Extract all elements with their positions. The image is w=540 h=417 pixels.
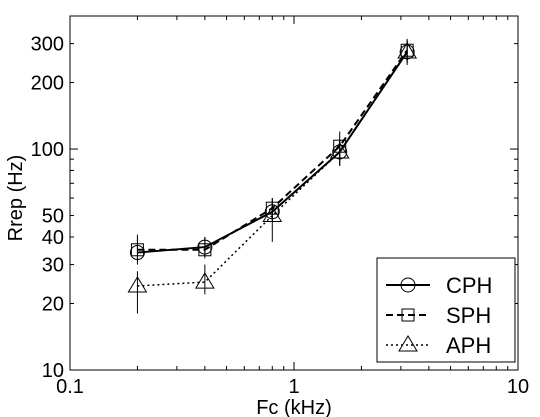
data-point	[264, 204, 280, 220]
data-point	[332, 144, 348, 160]
series-cph	[129, 40, 415, 265]
x-tick-label: 1	[288, 376, 299, 398]
axis-ticks	[69, 15, 518, 371]
x-axis-label: Fc (kHz)	[256, 397, 332, 417]
y-tick-label: 200	[31, 73, 64, 95]
series-line	[137, 51, 408, 254]
y-tick-label: 50	[42, 206, 64, 228]
y-tick-label: 40	[42, 227, 64, 249]
legend-marker	[398, 335, 418, 352]
legend-label: SPH	[446, 303, 491, 328]
data-series	[127, 38, 418, 314]
y-axis-label: Rrep (Hz)	[5, 155, 27, 242]
data-point	[129, 245, 145, 261]
legend-label: APH	[446, 333, 491, 358]
y-tick-label: 300	[31, 34, 64, 56]
x-tick-label: 0.1	[56, 376, 84, 398]
series-line	[137, 51, 408, 287]
data-point	[197, 239, 213, 255]
y-tick-label: 20	[42, 293, 64, 315]
x-tick-label: 10	[507, 376, 529, 398]
legend-marker	[401, 308, 415, 322]
legend-box	[376, 257, 516, 363]
y-tick-label: 10	[42, 360, 64, 382]
legend-marker	[400, 277, 416, 293]
y-tick-label: 30	[42, 255, 64, 277]
legend-label: CPH	[446, 273, 492, 298]
legend: CPH SPH APH	[376, 257, 516, 363]
data-point	[194, 272, 215, 289]
y-tick-label: 100	[31, 139, 64, 161]
data-point	[127, 276, 148, 293]
series-aph	[127, 40, 418, 314]
data-point	[399, 44, 415, 60]
